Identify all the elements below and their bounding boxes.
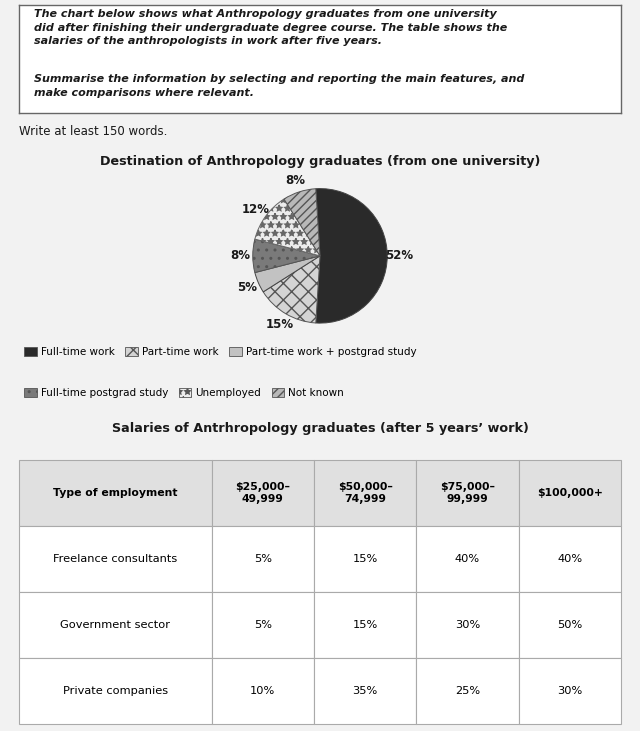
- Text: Destination of Anthropology graduates (from one university): Destination of Anthropology graduates (f…: [100, 155, 540, 168]
- Text: Summarise the information by selecting and reporting the main features, and
make: Summarise the information by selecting a…: [34, 75, 525, 97]
- Text: 52%: 52%: [385, 249, 413, 262]
- Text: Salaries of Antrhropology graduates (after 5 years’ work): Salaries of Antrhropology graduates (aft…: [111, 422, 529, 434]
- Text: 8%: 8%: [230, 249, 251, 262]
- Text: 8%: 8%: [285, 174, 305, 187]
- Legend: Full-time postgrad study, Unemployed, Not known: Full-time postgrad study, Unemployed, No…: [24, 388, 344, 398]
- Text: 12%: 12%: [242, 202, 270, 216]
- Text: 15%: 15%: [266, 318, 294, 330]
- Text: 5%: 5%: [237, 281, 257, 294]
- Wedge shape: [284, 189, 320, 256]
- Text: Write at least 150 words.: Write at least 150 words.: [19, 125, 168, 138]
- Wedge shape: [263, 256, 320, 323]
- Wedge shape: [255, 256, 320, 292]
- Wedge shape: [255, 199, 320, 256]
- Wedge shape: [316, 189, 387, 323]
- Text: The chart below shows what Anthropology graduates from one university
did after : The chart below shows what Anthropology …: [34, 10, 508, 46]
- Wedge shape: [253, 239, 320, 273]
